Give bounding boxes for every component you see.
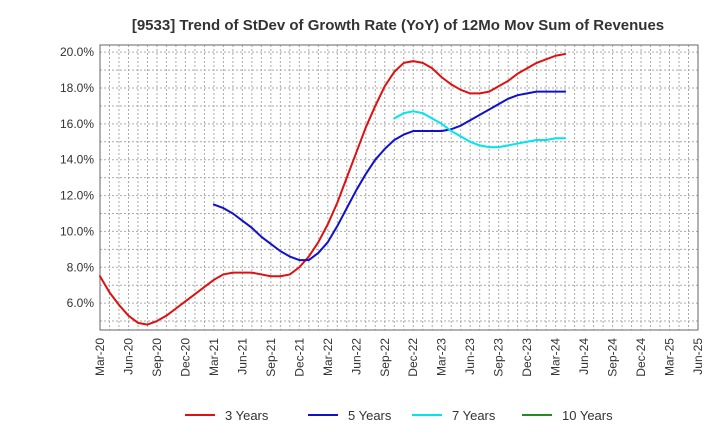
x-tick-label: Mar-20: [93, 338, 107, 376]
legend-label: 3 Years: [225, 408, 269, 423]
x-axis: Mar-20 Jun-20 Sep-20 Dec-20 Mar-21 Jun-21 Sep-…: [93, 338, 705, 377]
legend-label: 5 Years: [348, 408, 392, 423]
y-axis: 6.0% 8.0% 10.0% 12.0% 14.0% 16.0% 18.0% 20.0%: [60, 45, 94, 310]
x-tick-label: Mar-24: [549, 338, 563, 376]
series-line-3-years: [99, 52, 567, 326]
y-tick-label: 6.0%: [67, 296, 95, 310]
x-tick-label: Sep-20: [150, 338, 164, 377]
x-tick-label: Jun-25: [691, 338, 705, 375]
series-line-5-years: [212, 90, 567, 262]
legend-label: 10 Years: [562, 408, 613, 423]
chart-title: [9533] Trend of StDev of Growth Rate (Yo…: [132, 17, 664, 34]
x-tick-label: Sep-24: [606, 338, 620, 377]
x-tick-label: Mar-23: [435, 338, 449, 376]
y-tick-label: 12.0%: [60, 189, 94, 203]
legend-label: 7 Years: [452, 408, 496, 423]
x-tick-label: Jun-24: [577, 338, 591, 375]
plot-frame: [99, 44, 699, 331]
x-tick-label: Sep-21: [264, 338, 278, 377]
legend: 3 Years 5 Years 7 Years 10 Years: [185, 408, 613, 423]
y-tick-label: 8.0%: [67, 260, 95, 274]
series-line-7-years: [393, 110, 567, 149]
x-tick-label: Mar-21: [207, 338, 221, 376]
x-tick-label: Sep-23: [492, 338, 506, 377]
y-tick-label: 10.0%: [60, 224, 94, 238]
x-tick-label: Jun-23: [463, 338, 477, 375]
x-tick-label: Mar-25: [663, 338, 677, 376]
x-tick-label: Dec-20: [178, 338, 192, 377]
x-tick-label: Dec-24: [634, 338, 648, 377]
y-tick-label: 16.0%: [60, 117, 94, 131]
grid: [99, 45, 699, 330]
x-tick-label: Jun-21: [235, 338, 249, 375]
x-tick-label: Dec-23: [520, 338, 534, 377]
x-tick-label: Sep-22: [378, 338, 392, 377]
x-tick-label: Jun-20: [121, 338, 135, 375]
x-tick-label: Jun-22: [349, 338, 363, 375]
x-tick-label: Dec-21: [292, 338, 306, 377]
y-tick-label: 18.0%: [60, 81, 94, 95]
x-tick-label: Mar-22: [321, 338, 335, 376]
y-tick-label: 14.0%: [60, 153, 94, 167]
series-lines: [99, 52, 567, 326]
x-tick-label: Dec-22: [406, 338, 420, 377]
y-tick-label: 20.0%: [60, 45, 94, 59]
